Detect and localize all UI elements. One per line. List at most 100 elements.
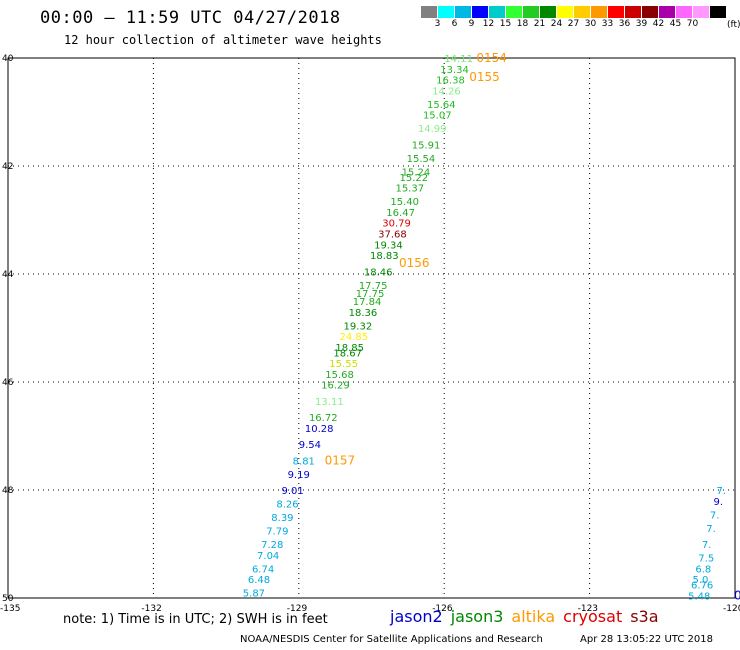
color-swatch [710, 6, 727, 18]
wave-height-value: 14.11 [444, 54, 473, 65]
wave-height-value: 17.84 [353, 297, 382, 308]
wave-height-value: 30.79 [382, 219, 411, 230]
legend-entry-jason2: jason2 [390, 607, 443, 626]
wave-height-value: 8.26 [276, 500, 298, 511]
lon-tick-label: -120 [723, 604, 740, 614]
color-swatch [506, 6, 523, 18]
wave-height-value: 15.07 [423, 111, 452, 122]
lat-tick-label: 48 [2, 486, 14, 496]
pass-time-label: 0156 [399, 256, 430, 270]
wave-height-value: 6.8 [695, 564, 711, 575]
wave-height-value: 15.64 [427, 100, 456, 111]
lon-tick-label: -123 [578, 604, 598, 614]
wave-height-value: 16.29 [321, 381, 350, 392]
wave-height-value: 8.81 [293, 456, 315, 467]
color-swatch [421, 6, 438, 18]
color-scale-label: 15 [499, 19, 512, 29]
color-scale-label: 70 [686, 19, 699, 29]
wave-height-value: 18.46 [364, 267, 393, 278]
wave-height-value: 15.54 [407, 154, 436, 165]
color-swatch [523, 6, 540, 18]
wave-height-value: 16.38 [436, 76, 465, 87]
wave-height-value: 15.22 [400, 173, 429, 184]
color-swatch [625, 6, 642, 18]
generated-timestamp: Apr 28 13:05:22 UTC 2018 [580, 634, 713, 645]
map-title: 00:00 – 11:59 UTC 04/27/2018 [40, 8, 341, 28]
color-scale-labels: 3 6 9 12 15 18 21 24 27 30 33 36 39 42 45 70 [421, 19, 727, 29]
color-swatch [574, 6, 591, 18]
wave-height-value: 18.36 [349, 308, 378, 319]
color-swatch [608, 6, 625, 18]
color-scale-label: 6 [451, 19, 458, 29]
color-swatch [693, 6, 710, 18]
color-scale-label: 24 [550, 19, 563, 29]
map-frame [7, 57, 736, 599]
wave-height-value: 18.83 [370, 251, 399, 262]
wave-height-value: 24.85 [339, 332, 368, 343]
wave-height-value: 18.85 [335, 343, 364, 354]
wave-height-value: 13.11 [315, 397, 344, 408]
map-grid [7, 57, 736, 599]
lat-tick-label: 50 [2, 594, 14, 604]
color-swatch [591, 6, 608, 18]
wave-height-value: 5.0 [692, 575, 708, 586]
wave-height-value: 15.24 [402, 167, 431, 178]
wave-height-value: 7. [716, 486, 726, 497]
wave-height-value: 7.28 [261, 540, 283, 551]
wave-height-value: 6.76 [691, 581, 713, 592]
note-text: note: 1) Time is in UTC; 2) SWH is in fe… [63, 612, 328, 627]
wave-height-value: 7. [706, 524, 716, 535]
wave-height-value: 5.87 [243, 589, 265, 600]
wave-height-value: 9.54 [299, 440, 321, 451]
color-scale-label: 9 [468, 19, 475, 29]
wave-height-value: 6.48 [248, 575, 270, 586]
wave-height-value: 7. [710, 510, 720, 521]
wave-height-value: 7.04 [257, 551, 279, 562]
color-scale-label: 21 [533, 19, 546, 29]
lon-tick-label: -126 [432, 604, 453, 614]
wave-height-value: 8.39 [271, 513, 293, 524]
color-swatch [676, 6, 693, 18]
legend-entry-altika: altika [511, 607, 556, 626]
lat-tick-label: 46 [2, 378, 14, 388]
color-scale-label: 12 [482, 19, 495, 29]
wave-height-value: 18.67 [333, 348, 362, 359]
wave-height-value: 19.32 [344, 321, 373, 332]
color-swatch [489, 6, 506, 18]
color-swatches [421, 6, 727, 18]
wave-height-value: 15.55 [329, 359, 358, 370]
wave-height-value: 7. [702, 540, 712, 551]
wave-height-value: 17.75 [356, 289, 385, 300]
pass-time-label: 0 [734, 588, 740, 602]
color-swatch [472, 6, 489, 18]
satellite-legend: jason2 jason3 altika cryosat s3a [390, 607, 659, 626]
wave-height-value: 15.37 [395, 184, 424, 195]
lat-tick-label: 44 [2, 270, 14, 280]
wave-height-value: 9. [714, 497, 724, 508]
legend-entry-s3a: s3a [630, 607, 659, 626]
wave-height-value: 7.79 [266, 527, 288, 538]
color-scale-label: 36 [618, 19, 631, 29]
color-scale-label: 3 [434, 19, 441, 29]
color-swatch [642, 6, 659, 18]
wave-height-value: 9.19 [288, 470, 310, 481]
wave-height-value: 7.5 [698, 554, 714, 565]
color-scale-label: 30 [584, 19, 597, 29]
pass-time-label: 0154 [476, 51, 507, 65]
color-scale-label: 39 [635, 19, 648, 29]
wave-height-value: 13.34 [440, 65, 469, 76]
lon-tick-label: -129 [287, 604, 308, 614]
wave-height-value: 19.34 [374, 240, 403, 251]
color-swatch [455, 6, 472, 18]
color-swatch [557, 6, 574, 18]
wave-height-value: 37.68 [378, 230, 407, 241]
color-scale-label: 45 [669, 19, 682, 29]
color-scale-label: 33 [601, 19, 614, 29]
color-scale-label: 42 [652, 19, 665, 29]
legend-entry-jason3: jason3 [450, 607, 504, 626]
axis-labels: 40 42 44 46 48 50-135 -132 -129 -126 -123 -120 [0, 54, 740, 614]
legend-entry-cryosat: cryosat [563, 607, 623, 626]
wave-height-value: 14.99 [418, 124, 447, 135]
pass-time-label: 0155 [469, 70, 500, 84]
